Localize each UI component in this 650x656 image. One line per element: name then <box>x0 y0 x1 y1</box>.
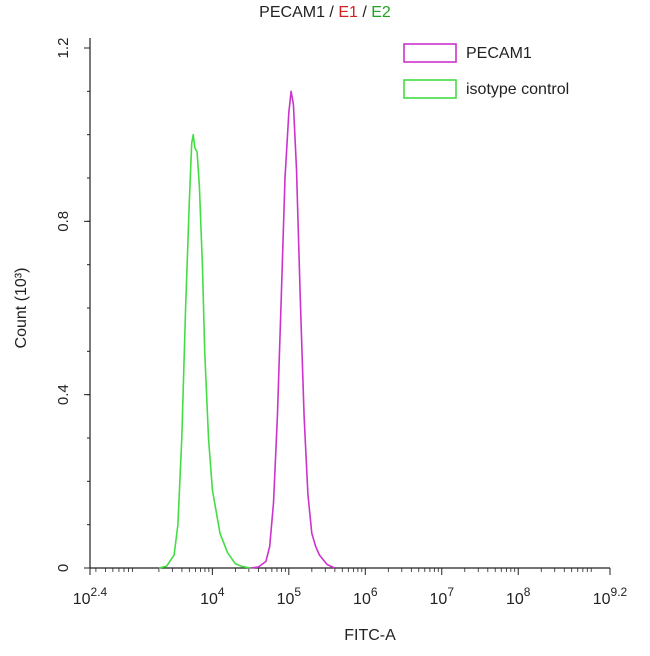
title-separator: / <box>357 4 372 21</box>
title-main: PECAM1 <box>259 4 325 21</box>
x-tick-label: 109.2 <box>593 585 628 608</box>
y-tick-label: 0.8 <box>55 211 72 232</box>
y-tick-label: 1.2 <box>55 38 72 59</box>
x-tick-label: 107 <box>430 585 455 608</box>
x-tick-label: 106 <box>353 585 378 608</box>
y-tick-label: 0 <box>55 564 72 572</box>
y-axis-label: Count (10³) <box>13 268 30 349</box>
x-tick-label: 104 <box>200 585 225 608</box>
series-line-pecam1 <box>250 90 336 569</box>
x-tick-label: 105 <box>277 585 302 608</box>
y-tick-label: 0.4 <box>55 384 72 405</box>
series-line-isotype-control <box>158 133 251 569</box>
title-e1: E1 <box>338 4 358 21</box>
title-separator: / <box>324 4 339 21</box>
x-axis-label: FITC-A <box>344 627 396 644</box>
legend-label: isotype control <box>466 81 569 98</box>
x-tick-label: 102.4 <box>73 585 108 608</box>
x-tick-label: 108 <box>506 585 531 608</box>
legend-swatch <box>403 79 457 99</box>
legend-swatch <box>403 43 457 63</box>
legend-label: PECAM1 <box>466 45 532 62</box>
chart-title: PECAM1 / E1 / E2 <box>0 4 650 22</box>
title-e2: E2 <box>371 4 391 21</box>
